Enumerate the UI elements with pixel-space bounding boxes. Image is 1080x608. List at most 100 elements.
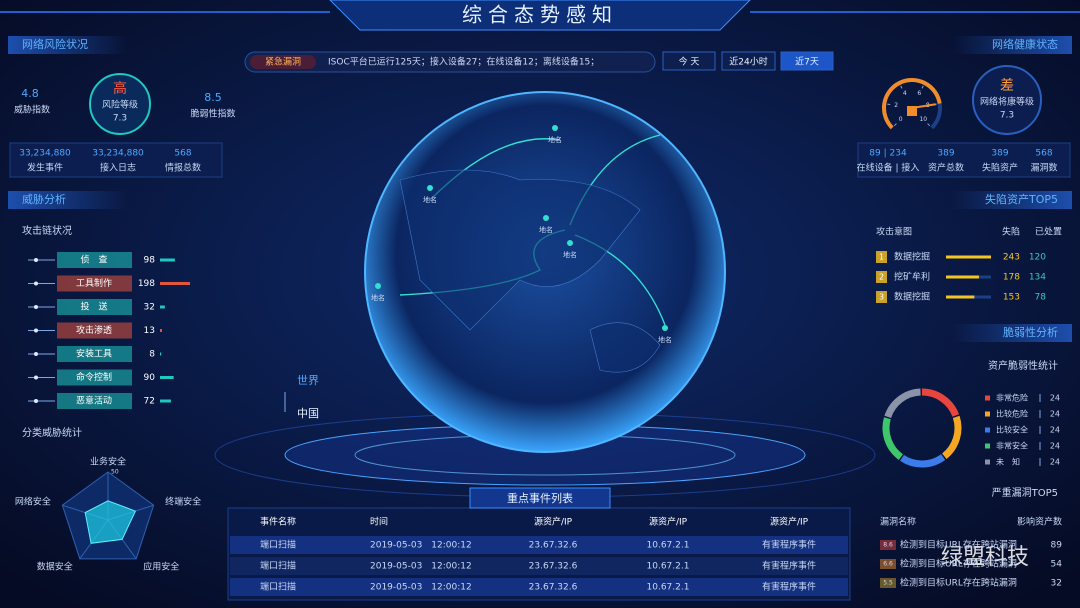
chain-dot (34, 352, 38, 356)
panel-strip (952, 191, 1072, 209)
place-label: 地名 (371, 293, 385, 302)
chain-dot (34, 281, 38, 286)
landmass (399, 169, 641, 331)
time-button[interactable] (662, 51, 716, 71)
landmass (589, 322, 661, 373)
table-header: 失陷 (1002, 226, 1020, 238)
radar-area (84, 500, 137, 544)
place-dot (552, 125, 558, 131)
table-title-box (469, 487, 611, 509)
table-row (230, 536, 848, 554)
chain-label-box (57, 346, 132, 362)
handled-value: 78 (1035, 293, 1047, 303)
gauge-tick (921, 85, 924, 89)
legend-world: 世界 (297, 374, 319, 387)
panel-strip (8, 191, 128, 209)
threat-label: 威胁指数 (14, 104, 50, 116)
panel-title: 脆弱性分析 (1003, 325, 1058, 339)
stat-label: 发生事件 (27, 162, 63, 174)
vuln-name: 检测到目标URL存在跨站漏洞 (900, 539, 1017, 551)
health-ring (972, 65, 1042, 135)
table-cell: 有害程序事件 (762, 581, 816, 593)
legend-name: 未 知 (996, 457, 1020, 467)
chain-name: 工具制作 (76, 277, 112, 289)
legend-name: 非常危险 (996, 393, 1028, 403)
score: 5.5 (883, 580, 893, 587)
place-label: 地名 (658, 335, 672, 344)
panel-title: 网络健康状态 (992, 37, 1058, 51)
time-button[interactable] (780, 51, 834, 71)
chain-name: 侦 查 (80, 254, 107, 266)
stat-value: 389 (991, 149, 1008, 159)
table-cell: 2019-05-03 12:00:12 (370, 541, 472, 551)
gauge-tick-label: 0 (899, 116, 903, 123)
vuln-label: 脆弱性指数 (190, 108, 235, 120)
place-label: 地名 (548, 135, 562, 144)
risk-ring (89, 73, 151, 135)
rank: 3 (879, 293, 884, 302)
legend-china: 中国 (297, 407, 319, 420)
rank-box (876, 251, 887, 263)
chain-label-box (57, 393, 132, 409)
chain-label-box (57, 275, 132, 292)
radar-tick-label: 50 (111, 469, 119, 476)
lost-value: 243 (1003, 253, 1020, 263)
gauge-tick-label: 4 (903, 90, 907, 97)
risk-grade: 高 (113, 80, 127, 97)
radar-axis-label: 数据安全 (37, 560, 73, 572)
radar-axis-label: 网络安全 (15, 496, 51, 508)
legend-value: 24 (1050, 394, 1060, 403)
time-button-label: 今 天 (679, 56, 700, 68)
table-header: 漏洞名称 (880, 516, 916, 528)
legend-name: 比较危险 (996, 409, 1028, 419)
legend-swatch (985, 411, 990, 417)
stat-label: 失陷资产 (982, 162, 1018, 174)
chain-dot (34, 305, 38, 309)
lost-value: 178 (1003, 273, 1020, 283)
chain-dot (34, 328, 38, 333)
stat-value: 33,234,880 (92, 149, 144, 159)
table-header: 源资产/IP (534, 516, 573, 528)
time-button[interactable] (721, 51, 776, 71)
score: 8.6 (883, 542, 893, 549)
table-row (230, 557, 848, 575)
gauge-hub (907, 106, 917, 116)
lost-bar (946, 295, 975, 299)
chain-value: 13 (144, 326, 155, 336)
time-button-label: 近7天 (795, 56, 819, 68)
table-cell: 2019-05-03 12:00:12 (370, 583, 472, 593)
chain-bar (160, 329, 162, 332)
stat-label: 接入日志 (100, 162, 136, 174)
place-dot (543, 215, 549, 221)
donut-segment (921, 388, 960, 417)
chain-value: 8 (149, 350, 155, 360)
stat-value: 33,234,880 (19, 149, 71, 159)
chain-label-box (57, 252, 132, 268)
stat-label: 情报总数 (165, 162, 201, 174)
score-badge (880, 578, 896, 588)
legend-name: 非常安全 (996, 441, 1028, 451)
risk-label: 风险等级 (102, 99, 138, 111)
radar-axis-label: 业务安全 (90, 456, 126, 468)
table-cell: 有害程序事件 (762, 539, 816, 551)
chain-bar (160, 352, 162, 356)
lost-bar (946, 255, 991, 259)
table-header: 影响资产数 (1017, 516, 1062, 528)
table-header: 源资产/IP (649, 516, 688, 528)
table-cell: 有害程序事件 (762, 560, 816, 572)
score: 6.6 (883, 561, 893, 568)
chain-value: 98 (144, 256, 156, 266)
table-header: 源资产/IP (770, 516, 809, 528)
legend-value: 24 (1050, 458, 1060, 467)
chain-name: 恶意活动 (76, 395, 112, 407)
vuln-value: 8.5 (204, 91, 222, 104)
place-dot (427, 185, 433, 191)
vuln-name: 检测到目标URL存在跨站漏洞 (900, 558, 1017, 570)
score-badge (880, 540, 896, 550)
donut-segment (941, 415, 962, 460)
table-cell: 23.67.32.6 (529, 541, 578, 551)
place-label: 地名 (563, 250, 577, 259)
vuln-name: 检测到目标URL存在跨站漏洞 (900, 577, 1017, 589)
section-title: 攻击链状况 (22, 224, 72, 237)
